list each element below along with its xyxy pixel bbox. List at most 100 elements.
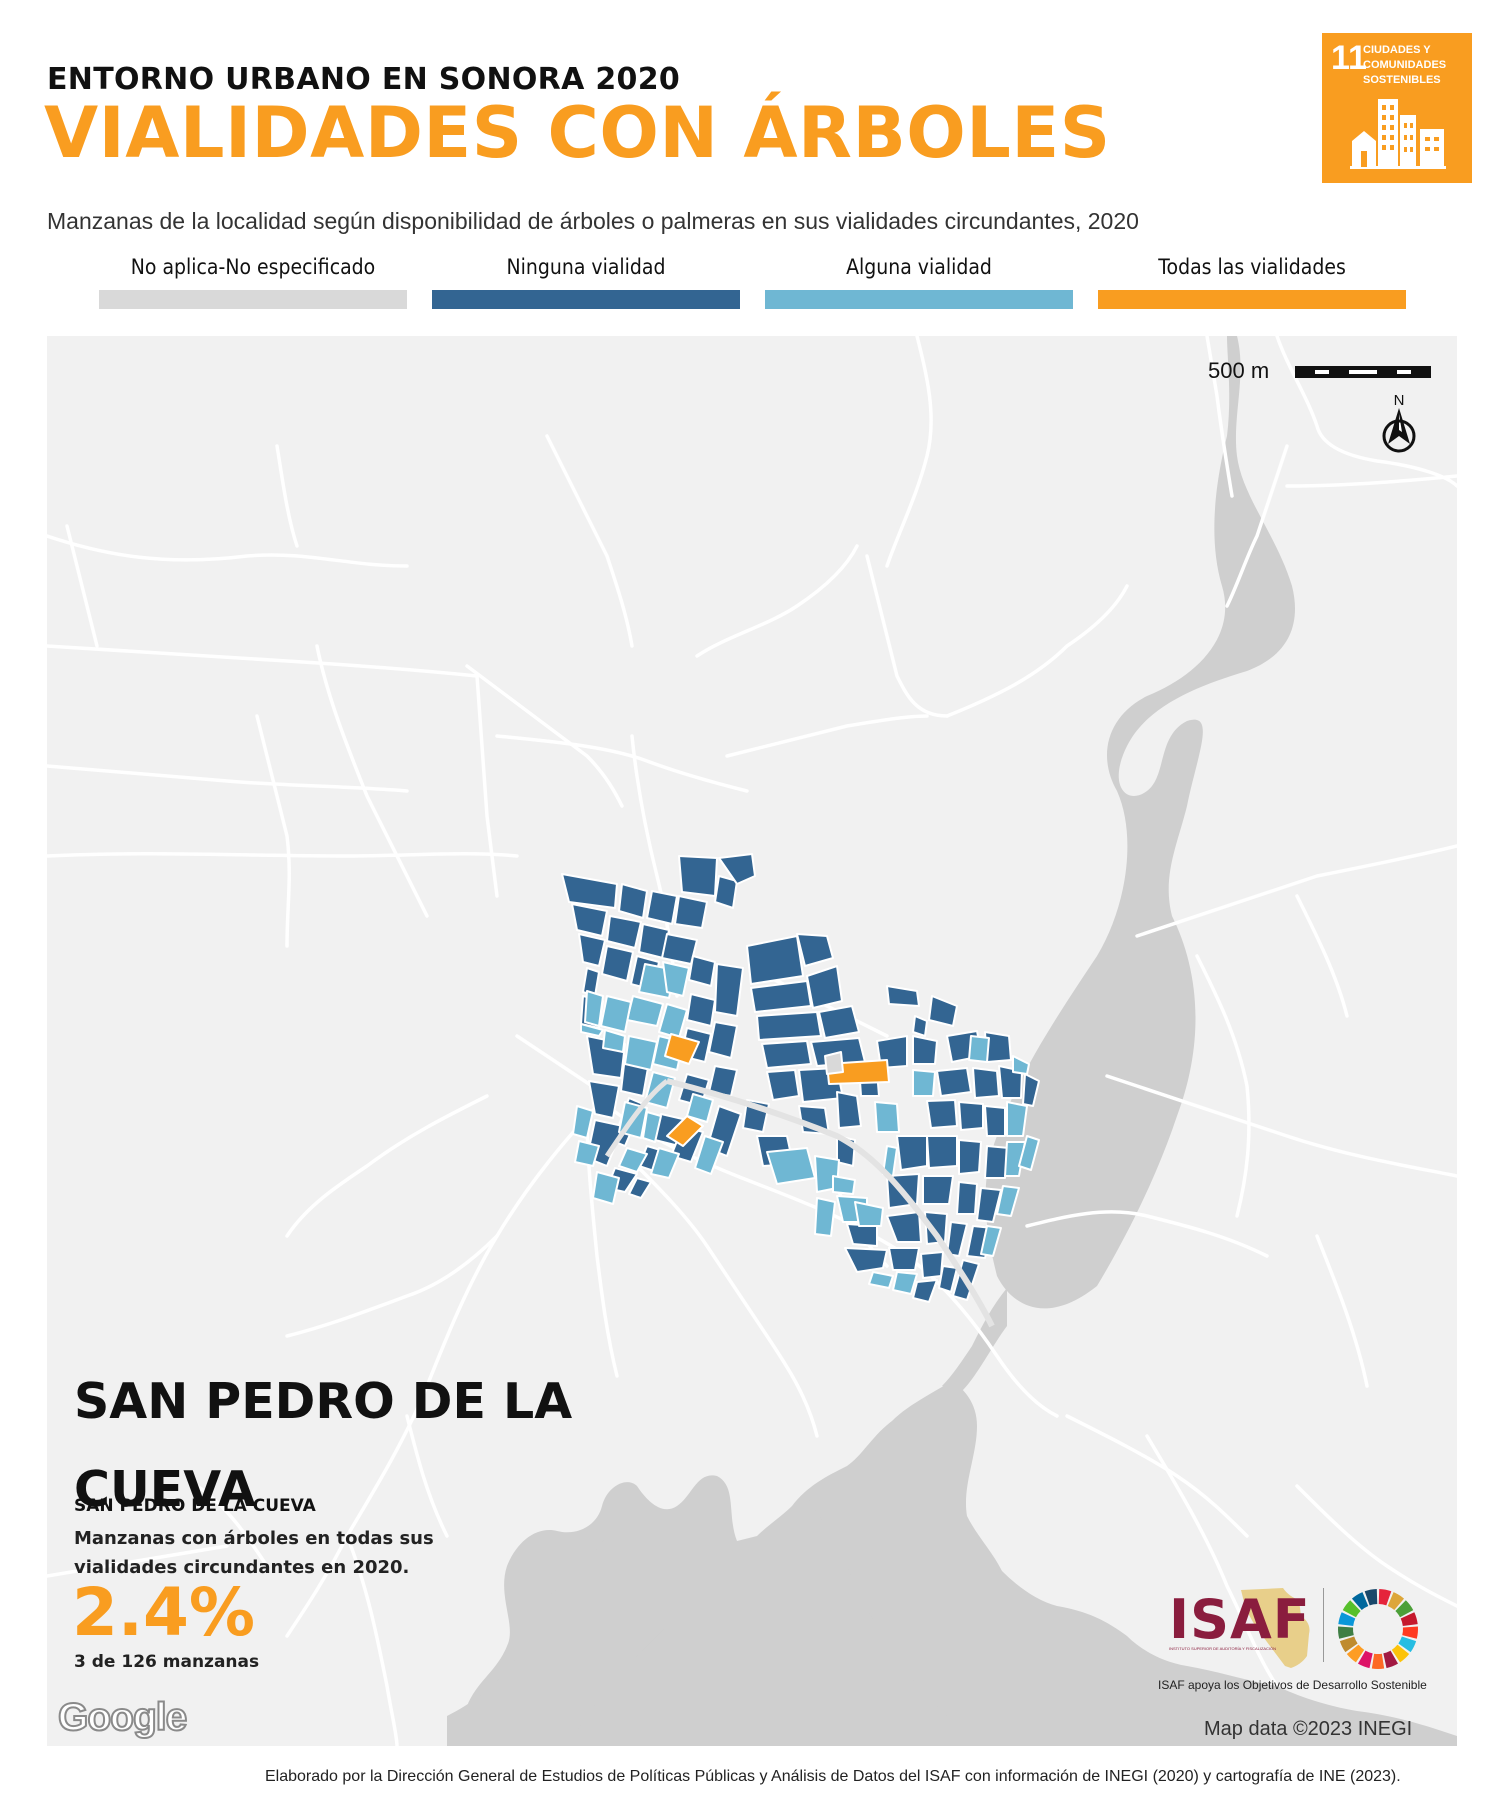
manzana-block: [886, 1211, 922, 1243]
manzana-block: [846, 1223, 878, 1247]
manzana-block: [868, 1271, 894, 1289]
manzana-block: [601, 945, 634, 982]
sdg-wheel-segment: [1383, 1650, 1399, 1669]
manzana-block: [976, 1187, 1002, 1223]
manzana-block: [718, 853, 756, 885]
manzana-block: [606, 915, 642, 949]
sdg-wheel-segment: [1346, 1644, 1365, 1663]
manzana-block: [766, 1147, 816, 1185]
manzana-block: [766, 1069, 800, 1101]
map-attribution: Map data ©2023 INEGI: [1204, 1718, 1413, 1740]
legend-label: No aplica-No especificado: [130, 255, 376, 279]
manzana-block: [938, 1265, 958, 1293]
sdg-wheel-segment: [1342, 1600, 1361, 1618]
sdg-wheel-segment: [1395, 1600, 1414, 1618]
manzana-block: [578, 933, 606, 967]
manzana-block: [658, 1003, 688, 1039]
manzana-block: [1006, 1101, 1028, 1137]
reservoir-water: [464, 1381, 1457, 1746]
manzana-block: [664, 1033, 700, 1065]
legend-item-todas: Todas las vialidades: [1098, 252, 1406, 309]
manzana-block: [666, 1115, 704, 1147]
manzana-block: [662, 961, 690, 997]
page-title: VIALIDADES CON ÁRBOLES: [44, 92, 1111, 174]
manzana-block: [592, 1171, 620, 1205]
manzana-block: [646, 890, 678, 925]
manzana-block: [618, 883, 648, 919]
manzana-block: [650, 1147, 680, 1179]
manzana-block: [882, 1145, 898, 1177]
manzana-block: [686, 993, 716, 1027]
manzana-block: [708, 1021, 738, 1059]
legend-label: Ninguna vialidad: [506, 255, 666, 279]
manzana-block: [968, 1035, 990, 1063]
manzana-block: [996, 1185, 1020, 1217]
sdg-11-badge: 11 CIUDADES Y COMUNIDADES SOSTENIBLES: [1322, 33, 1472, 183]
logo-divider: [1323, 1588, 1324, 1662]
sonora-map-icon: [1241, 1588, 1310, 1668]
manzana-block: [806, 965, 843, 1009]
google-logo[interactable]: Google: [57, 1695, 188, 1740]
map-panel[interactable]: [47, 336, 1457, 1746]
manzana-block: [694, 1135, 724, 1175]
manzana-block: [874, 1101, 900, 1133]
lagoon-water: [985, 336, 1295, 1309]
north-arrow-icon: N: [1382, 392, 1416, 453]
legend-swatch: [99, 290, 407, 309]
legend-swatch: [1098, 290, 1406, 309]
manzana-block: [818, 1005, 860, 1039]
sdg-wheel-segment: [1339, 1636, 1358, 1653]
place-name: SAN PEDRO DE LA CUEVA: [74, 1373, 573, 1518]
manzana-block: [750, 980, 812, 1013]
map-canvas[interactable]: [47, 336, 1457, 1746]
manzana-block: [584, 990, 604, 1027]
manzana-block: [561, 873, 618, 909]
highway: [604, 1079, 669, 1158]
manzana-block: [1022, 1073, 1040, 1107]
subtitle: Manzanas de la localidad según disponibi…: [47, 208, 1139, 234]
manzana-block: [626, 995, 664, 1027]
stat-count: 3 de 126 manzanas: [74, 1652, 260, 1672]
scale-label: 500 m: [1208, 358, 1270, 383]
manzana-block: [824, 1051, 844, 1075]
sdg-wheel-segment: [1387, 1592, 1405, 1611]
sdg-wheel-segment: [1398, 1636, 1417, 1653]
manzana-block: [602, 1029, 626, 1053]
sdg-wheel-segment: [1402, 1626, 1418, 1639]
manzana-block: [896, 1135, 928, 1171]
supertitle: ENTORNO URBANO EN SONORA 2020: [47, 62, 681, 97]
isaf-caption: ISAF apoya los Objetivos de Desarrollo S…: [1158, 1678, 1427, 1692]
manzana-block: [1012, 1055, 1030, 1075]
manzana-block: [618, 1147, 648, 1173]
isaf-logo-block: ISAF INSTITUTO SUPERIOR DE AUDITORÍA Y F…: [1155, 1582, 1455, 1697]
manzanas: [561, 853, 1040, 1303]
sdg-wheel-segment: [1338, 1612, 1356, 1626]
legend-item-alguna: Alguna vialidad: [765, 252, 1073, 309]
sdg-wheel-segment: [1357, 1650, 1373, 1669]
manzana-block: [912, 1279, 938, 1303]
manzana-block: [936, 1067, 972, 1097]
sdg-wheel-segment: [1371, 1653, 1385, 1669]
river-water: [942, 1288, 1007, 1391]
manzana-block: [814, 1197, 836, 1237]
sdg-wheel-segment: [1400, 1612, 1418, 1626]
manzana-block: [912, 1015, 928, 1037]
manzana-block: [714, 963, 744, 1017]
north-label: N: [1394, 392, 1405, 409]
manzana-block: [928, 995, 958, 1027]
manzana-block: [926, 1099, 958, 1129]
manzana-block: [832, 1175, 856, 1195]
legend-swatch: [765, 290, 1073, 309]
sdg-wheel-segment: [1378, 1589, 1392, 1606]
manzana-block: [946, 1221, 968, 1257]
manzana-block: [926, 1135, 958, 1169]
sdg-text: CIUDADES Y COMUNIDADES SOSTENIBLES: [1363, 44, 1447, 86]
manzana-block: [984, 1105, 1006, 1137]
highway: [666, 1078, 995, 1328]
manzana-block: [844, 1247, 888, 1273]
manzana-block: [984, 1145, 1010, 1179]
manzana-block: [674, 895, 708, 929]
sdg-wheel-segment: [1338, 1626, 1354, 1639]
manzana-block: [912, 1035, 938, 1065]
reservoir-arm: [807, 1496, 1007, 1716]
